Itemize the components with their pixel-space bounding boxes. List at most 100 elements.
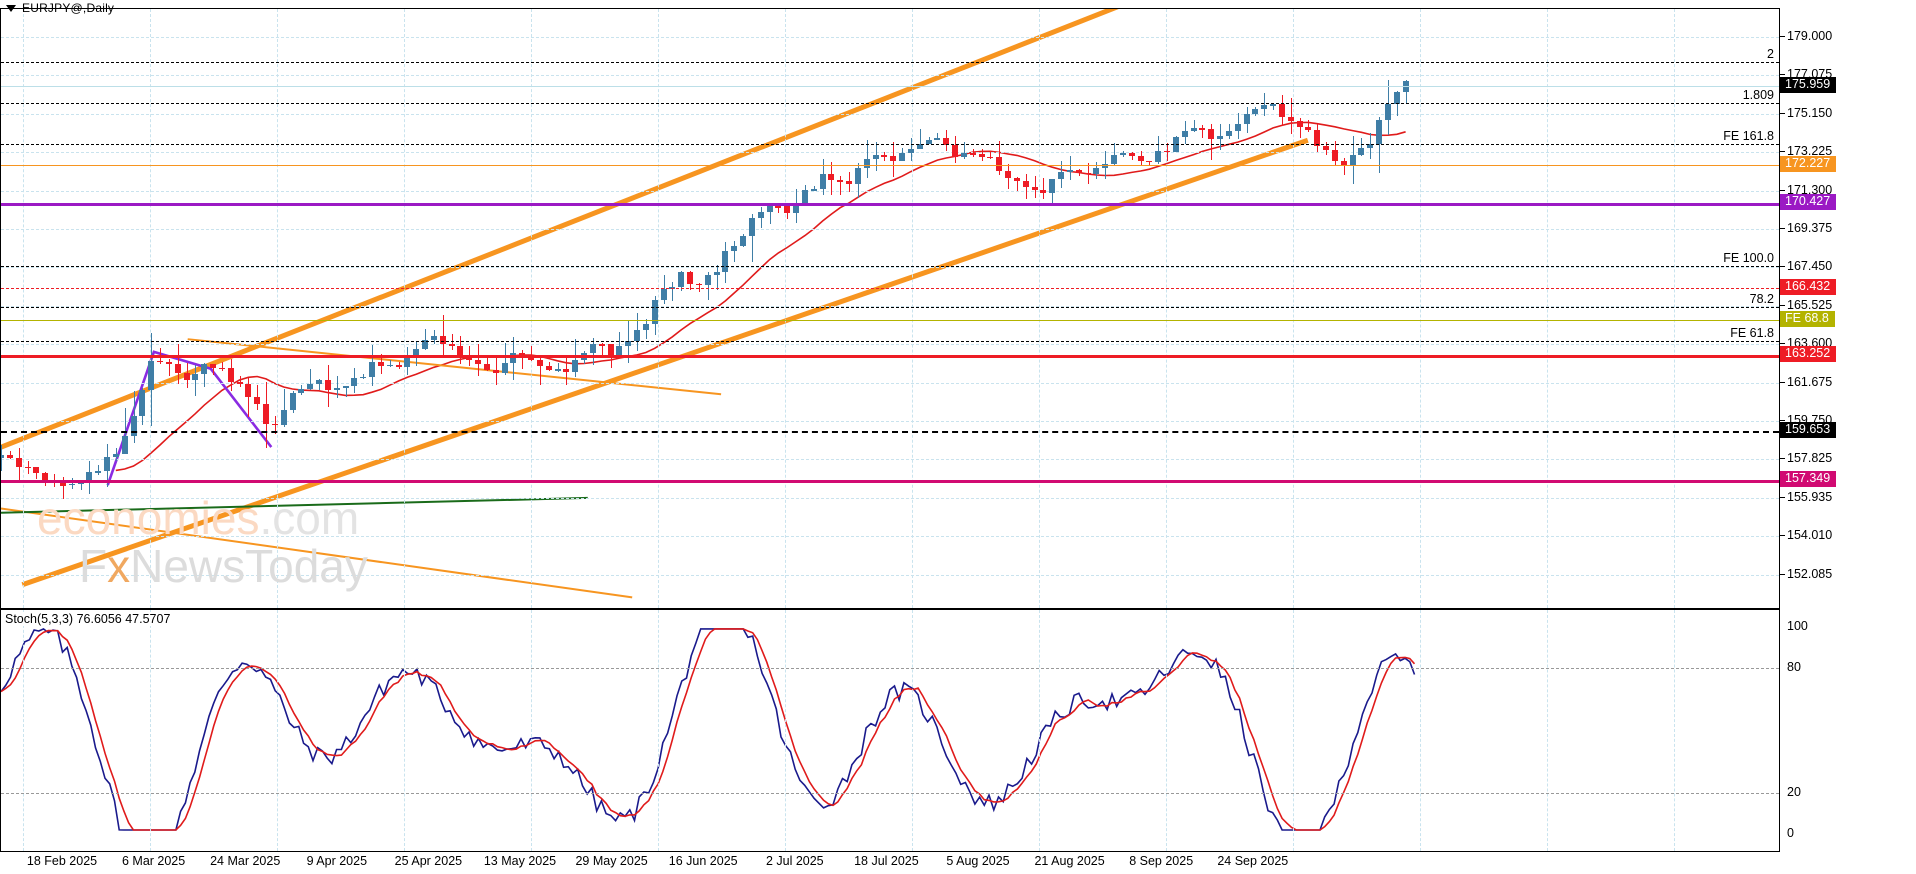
date-axis-label: 5 Aug 2025 (946, 854, 1010, 868)
candle-wick (964, 142, 965, 159)
stochastic-plot-area[interactable] (1, 610, 1779, 851)
candle-body (7, 455, 13, 458)
stochastic-axis-tick-label: 100 (1787, 618, 1808, 633)
date-axis-label: 24 Mar 2025 (210, 854, 281, 868)
triangle-down-icon[interactable] (6, 4, 16, 12)
level-badge-red-dashed[interactable]: 166.432 (1780, 278, 1837, 295)
candle-body (926, 139, 932, 144)
candle-body (952, 145, 958, 158)
gridline-vertical (1420, 610, 1421, 851)
candle-wick (1264, 92, 1265, 117)
candle-wick (1194, 120, 1195, 132)
gridline-vertical (23, 9, 24, 608)
candle-body (360, 376, 366, 379)
candle-body (634, 329, 640, 341)
candle-wick (1158, 135, 1159, 165)
gridline-vertical (1674, 610, 1675, 851)
candle-wick (1300, 118, 1301, 139)
gridline-vertical (1420, 9, 1421, 608)
candle-body (599, 344, 605, 346)
candle-body (325, 380, 331, 390)
price-overlay-svg (1, 9, 1406, 599)
candle-body (1350, 154, 1356, 166)
gridline-vertical (1293, 9, 1294, 608)
date-axis-label: 16 Jun 2025 (668, 854, 738, 868)
candle-body (16, 457, 22, 467)
date-axis[interactable]: 18 Feb 2025 6 Mar 2025 24 Mar 2025 9 Apr 20… (0, 852, 1780, 874)
candle-body (184, 373, 190, 381)
candle-body (722, 251, 728, 272)
level-badge-fe688[interactable]: FE 68.8 (1780, 311, 1835, 328)
level-badge-black-dashed[interactable]: 159.653 (1780, 422, 1837, 439)
price-axis-tick-label: 169.375 (1787, 221, 1833, 235)
date-axis-label: 24 Sep 2025 (1217, 854, 1289, 868)
stochastic-guideline (1, 668, 1779, 670)
candle-body (33, 467, 39, 473)
price-level-line (1, 266, 1779, 268)
candle-body (192, 373, 198, 381)
candle-body (1217, 135, 1223, 139)
candle-body (210, 364, 216, 368)
candle-body (290, 392, 296, 410)
price-axis-tick-label: 152.085 (1787, 566, 1833, 581)
candle-wick (36, 467, 37, 480)
gridline-horizontal (1, 574, 1779, 576)
watermark-fxnewstoday: FxNewsToday (79, 539, 368, 593)
price-chart-panel[interactable]: economies.com FxNewsToday 2 1.809 FE 161.8… (0, 8, 1780, 609)
candle-body (104, 457, 110, 472)
candle-wick (337, 376, 338, 399)
price-level-line (1, 341, 1779, 343)
price-axis-tick-label: 167.450 (1787, 259, 1833, 274)
candle-body (316, 380, 322, 384)
price-axis-tick-label: 161.675 (1787, 374, 1833, 389)
candle-body (1111, 154, 1117, 164)
candle-body (899, 152, 905, 161)
candle-body (148, 360, 154, 391)
price-plot-area[interactable]: economies.com FxNewsToday 2 1.809 FE 161.8… (1, 9, 1779, 608)
candle-wick (1361, 137, 1362, 157)
candle-body (970, 153, 976, 155)
candle-body (793, 202, 799, 214)
candle-body (1323, 146, 1329, 151)
candle-body (1279, 104, 1285, 117)
candle-wick (72, 477, 73, 490)
price-level-line (1, 165, 1779, 167)
chart-header: EURJPY@,Daily (0, 0, 1916, 16)
candle-wick (1291, 97, 1292, 135)
gridline-horizontal (1, 267, 1779, 269)
candle-body (1085, 172, 1091, 175)
candle-wick (81, 480, 82, 490)
candle-body (775, 206, 781, 208)
level-badge-purple[interactable]: 170.427 (1780, 194, 1837, 211)
candle-wick (1211, 124, 1212, 161)
candle-body (1376, 119, 1382, 144)
candle-wick (63, 476, 64, 500)
candle-wick (390, 359, 391, 368)
level-badge-magenta[interactable]: 157.349 (1780, 470, 1837, 487)
candle-body (855, 168, 861, 184)
watermark-fx-f: F (79, 540, 108, 592)
candle-body (890, 156, 896, 161)
stochastic-axis-tick-label: 0 (1787, 826, 1794, 841)
candle-wick (169, 359, 170, 376)
gridline-horizontal (1, 382, 1779, 384)
candle-wick (778, 205, 779, 214)
candle-body (917, 143, 923, 150)
stochastic-axis[interactable]: 100 80 20 0 (1780, 609, 1916, 852)
axis-tickmark (1780, 343, 1785, 345)
candle-wick (496, 354, 497, 386)
fib-level-label: FE 100.0 (1722, 251, 1775, 266)
level-badge-red-solid[interactable]: 163.252 (1780, 346, 1837, 363)
level-badge-orange[interactable]: 172.227 (1780, 156, 1837, 173)
trendline (1, 496, 588, 514)
last-price-badge[interactable]: 175.959 (1780, 77, 1837, 94)
stochastic-panel[interactable]: Stoch(5,3,3) 76.6056 47.5707 (0, 609, 1780, 852)
candle-body (1394, 92, 1400, 104)
candle-body (175, 363, 181, 373)
price-axis[interactable]: 179.000 177.075 175.150 173.225 171.300 169.3… (1780, 8, 1916, 609)
candle-body (1226, 130, 1232, 136)
candle-body (413, 349, 419, 358)
candle-wick (672, 282, 673, 301)
axis-tickmark (1780, 36, 1785, 37)
candle-body (555, 369, 561, 371)
